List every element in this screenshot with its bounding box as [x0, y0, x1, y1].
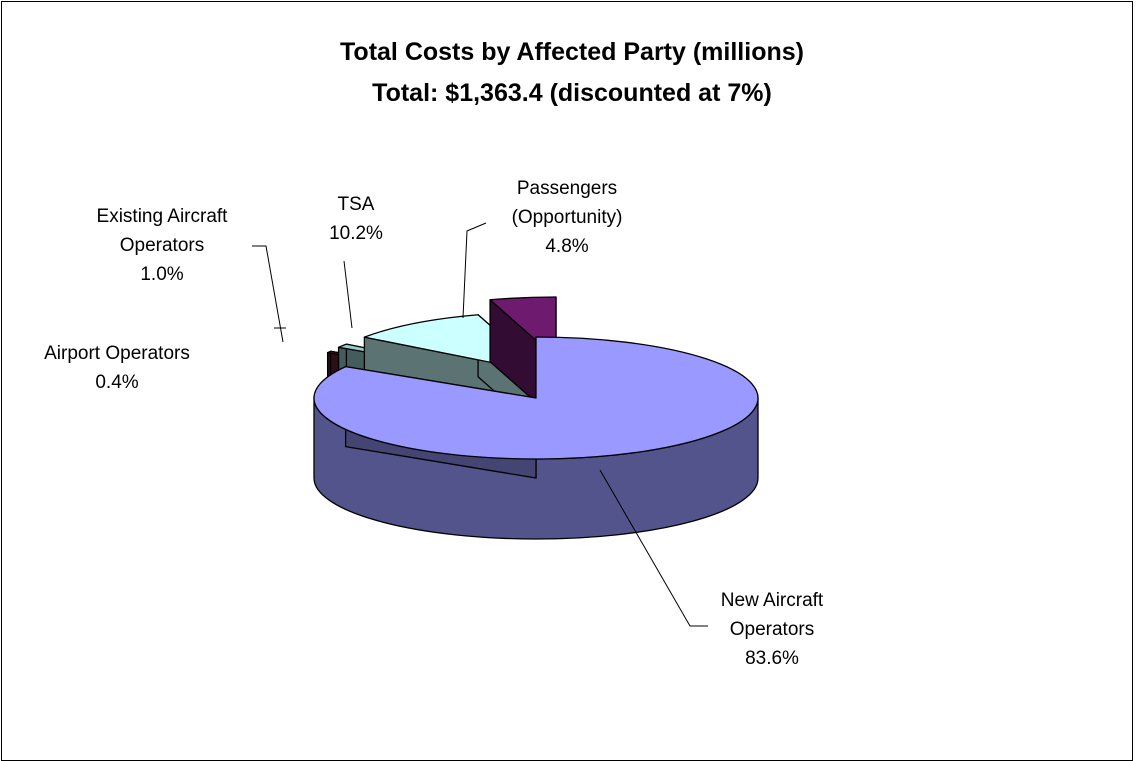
slice-label-line: 10.2% — [329, 223, 383, 244]
leader-line-tsa — [343, 260, 353, 329]
slice-label-line: 0.4% — [95, 372, 138, 393]
pie-slices — [313, 296, 759, 540]
leader-lines — [252, 222, 708, 627]
chart-subtitle: Total: $1,363.4 (discounted at 7%) — [372, 79, 772, 107]
slice-label-line: Operators — [120, 235, 204, 256]
slice-label-line: 4.8% — [545, 236, 588, 257]
slice-label-passengers: Passengers (Opportunity) 4.8% — [512, 178, 623, 257]
slice-label-new-aircraft: New Aircraft Operators 83.6% — [721, 590, 824, 669]
slice-label-line: New Aircraft — [721, 590, 824, 611]
slice-label-line: TSA — [338, 194, 375, 215]
leader-line-new-aircraft — [599, 469, 708, 627]
slice-label-existing-aircraft: Existing Aircraft Operators 1.0% — [97, 206, 229, 285]
chart-title: Total Costs by Affected Party (millions) — [340, 38, 804, 66]
slice-label-tsa: TSA 10.2% — [329, 194, 383, 244]
pie-slice-new-aircraft — [313, 336, 759, 540]
slice-label-line: Operators — [730, 619, 814, 640]
slice-labels: New Aircraft Operators 83.6% Airport Operat… — [44, 178, 824, 669]
slice-label-line: (Opportunity) — [512, 207, 623, 228]
slice-label-line: 83.6% — [745, 648, 799, 669]
slice-label-line: Existing Aircraft — [97, 206, 229, 227]
leader-line-passengers — [462, 222, 487, 319]
leader-line-existing-aircraft — [252, 245, 284, 343]
pie-slice-top-new-aircraft — [313, 336, 759, 460]
slice-label-line: Passengers — [517, 178, 617, 199]
slice-label-line: Airport Operators — [44, 343, 190, 364]
slice-label-line: 1.0% — [140, 264, 183, 285]
slice-label-airport: Airport Operators 0.4% — [44, 343, 190, 393]
